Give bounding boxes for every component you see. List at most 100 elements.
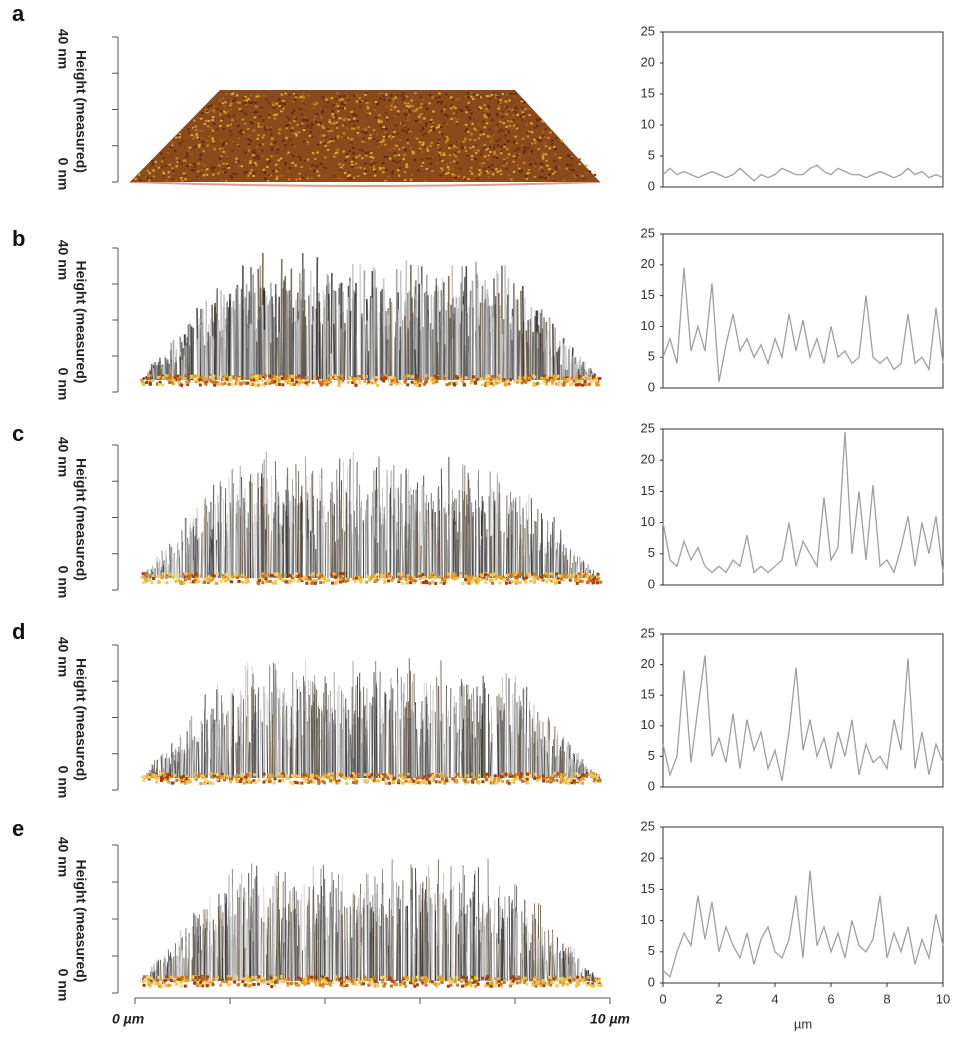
afm-grain <box>422 144 425 146</box>
afm-spike <box>348 297 349 380</box>
afm-base <box>256 379 259 382</box>
afm-base <box>291 774 294 777</box>
afm-grain <box>541 176 544 178</box>
afm-grain <box>358 97 361 99</box>
afm-grain <box>220 179 223 181</box>
afm-base <box>230 580 233 583</box>
afm-grain <box>201 169 204 171</box>
afm-base <box>288 581 291 584</box>
afm-grain <box>394 152 397 154</box>
afm-spike <box>198 537 199 578</box>
afm-base <box>312 781 315 784</box>
afm-grain <box>497 144 500 146</box>
afm-base <box>274 777 277 780</box>
afm-grain <box>397 110 400 112</box>
afm-base <box>206 378 209 381</box>
afm-grain <box>345 153 348 155</box>
afm-grain <box>276 146 279 148</box>
afm-spike <box>476 509 477 578</box>
afm-spike <box>450 688 451 778</box>
afm-base <box>339 572 342 575</box>
afm-base <box>321 780 324 783</box>
afm-base <box>243 377 246 380</box>
afm-grain <box>293 110 296 112</box>
afm-base <box>371 377 374 380</box>
afm-bottom-label: 0 nm <box>55 368 71 401</box>
afm-base <box>425 379 428 382</box>
afm-base <box>338 779 341 782</box>
afm-base <box>281 579 284 582</box>
afm-grain <box>227 99 230 101</box>
afm-grain <box>533 139 536 141</box>
afm-base <box>275 573 278 576</box>
afm-grain <box>496 96 499 98</box>
afm-grain <box>383 136 386 138</box>
afm-grain <box>370 164 373 166</box>
afm-grain <box>489 97 492 99</box>
afm-grain <box>316 113 319 115</box>
afm-base <box>490 378 493 381</box>
afm-grain <box>498 130 501 132</box>
afm-base <box>262 781 265 784</box>
afm-base <box>319 581 322 584</box>
afm-base <box>440 775 443 778</box>
afm-base <box>546 778 549 781</box>
afm-grain <box>263 126 266 128</box>
afm-grain <box>196 176 199 178</box>
afm-base <box>335 580 338 583</box>
afm-spike <box>327 710 328 778</box>
afm-grain <box>164 165 167 167</box>
afm-base <box>430 575 433 578</box>
afm-grain <box>316 170 319 172</box>
afm-grain <box>244 102 247 104</box>
afm-base <box>517 772 520 775</box>
afm-grain <box>505 163 508 165</box>
afm-spike <box>462 532 463 578</box>
afm-base <box>389 775 392 778</box>
afm-grain <box>530 152 533 154</box>
afm-grain <box>301 114 304 116</box>
afm-grain <box>352 113 355 115</box>
afm-base <box>490 579 493 582</box>
afm-base <box>271 574 274 577</box>
afm-grain <box>267 180 270 182</box>
afm-base <box>327 773 330 776</box>
afm-grain <box>366 102 369 104</box>
afm-grain <box>306 160 309 162</box>
afm-grain <box>353 95 356 97</box>
afm-grain <box>429 157 432 159</box>
afm-grain <box>337 112 340 114</box>
afm-base <box>254 375 257 378</box>
afm-grain <box>540 166 543 168</box>
afm-grain <box>548 168 551 170</box>
afm-grain <box>431 97 434 99</box>
afm-grain <box>239 108 242 110</box>
afm-grain <box>443 137 446 139</box>
afm-base <box>355 577 358 580</box>
afm-grain <box>468 109 471 111</box>
afm-grain <box>478 137 481 139</box>
afm-spike <box>374 267 375 380</box>
afm-base <box>333 778 336 781</box>
afm-grain <box>285 137 288 139</box>
afm-grain <box>184 159 187 161</box>
afm-grain <box>445 163 448 165</box>
afm-grain <box>477 150 480 152</box>
afm-grain <box>204 123 207 125</box>
afm-grain <box>453 145 456 147</box>
afm-grain <box>382 167 385 169</box>
afm-grain <box>350 141 353 143</box>
afm-spike <box>264 504 265 578</box>
afm-grain <box>440 154 443 156</box>
afm-base <box>145 572 148 575</box>
afm-base <box>546 376 549 379</box>
y-tick-label: 0 <box>648 576 655 591</box>
afm-grain <box>210 109 213 111</box>
afm-base <box>567 574 570 577</box>
afm-grain <box>178 160 181 162</box>
afm-base <box>504 383 507 386</box>
afm-grain <box>548 174 551 176</box>
afm-grain <box>252 175 255 177</box>
afm-bottom-label: 0 nm <box>55 566 71 599</box>
